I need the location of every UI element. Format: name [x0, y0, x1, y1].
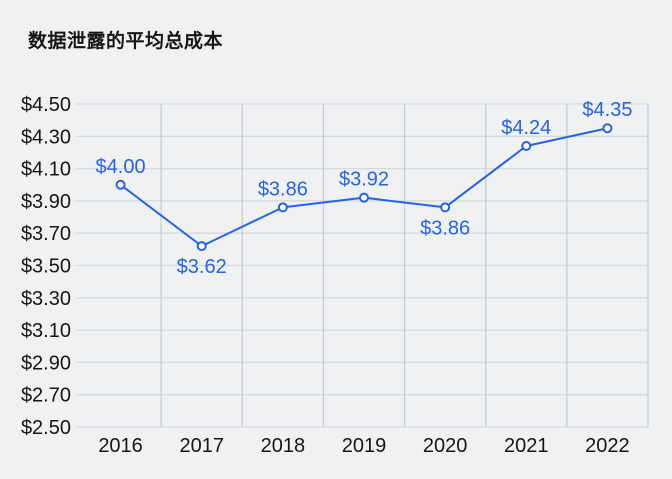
x-axis-tick-label: 2019 [342, 435, 387, 457]
y-axis-tick-label: $3.90 [21, 191, 71, 213]
y-axis-tick-label: $2.50 [21, 417, 71, 439]
data-point-marker [521, 140, 532, 151]
y-axis-tick-label: $2.70 [21, 385, 71, 407]
x-axis-tick-label: 2021 [504, 435, 549, 457]
data-point-marker [602, 123, 613, 134]
y-axis-tick-label: $3.10 [21, 320, 71, 342]
y-axis-tick-label: $4.50 [21, 94, 71, 116]
x-axis-tick-label: 2020 [423, 435, 468, 457]
x-axis-tick-label: 2022 [585, 435, 630, 457]
y-axis-tick-label: $3.50 [21, 256, 71, 278]
y-axis-tick-label: $2.90 [21, 352, 71, 374]
data-point-marker [115, 179, 126, 190]
data-point-marker [196, 241, 207, 252]
data-point-marker [440, 202, 451, 213]
y-axis-tick-label: $3.30 [21, 288, 71, 310]
data-point-label: $3.86 [258, 178, 308, 200]
chart-title: 数据泄露的平均总成本 [28, 31, 224, 52]
data-point-label: $4.24 [501, 117, 551, 139]
y-axis-tick-label: $3.70 [21, 223, 71, 245]
data-point-label: $3.92 [339, 169, 389, 191]
data-point-label: $3.62 [177, 256, 227, 278]
data-point-label: $3.86 [420, 217, 470, 239]
data-point-label: $4.35 [582, 99, 632, 121]
x-axis-tick-label: 2018 [261, 435, 306, 457]
y-axis-tick-label: $4.10 [21, 159, 71, 181]
x-axis-tick-label: 2017 [179, 435, 224, 457]
data-point-label: $4.00 [96, 156, 146, 178]
y-axis-tick-label: $4.30 [21, 126, 71, 148]
data-point-marker [359, 192, 369, 203]
data-point-marker [277, 202, 288, 213]
x-axis-tick-label: 2016 [98, 435, 143, 457]
